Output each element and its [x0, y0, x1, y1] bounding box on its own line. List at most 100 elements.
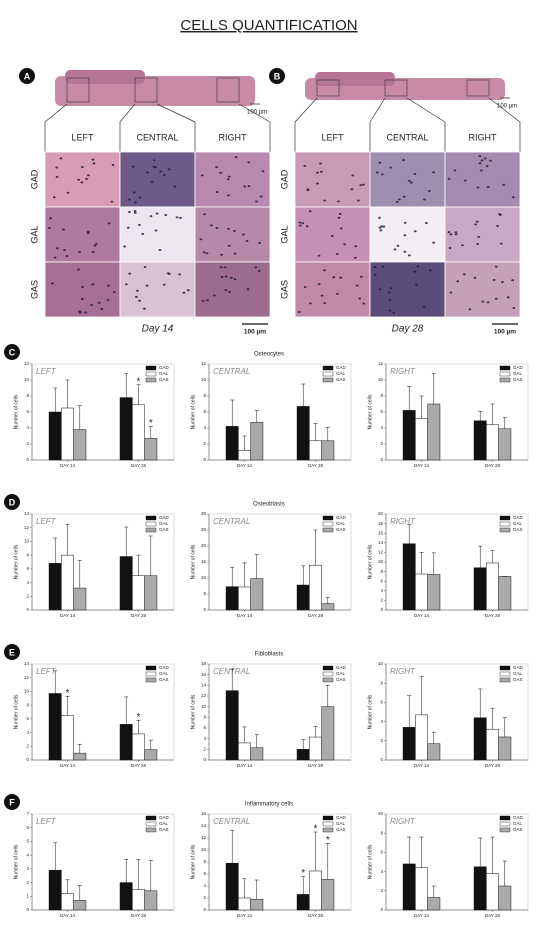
fan-line: [238, 103, 271, 123]
fan-line: [369, 97, 386, 123]
legend-swatch: [499, 827, 511, 833]
cell-nucleus: [175, 216, 179, 219]
cell-nucleus: [124, 283, 128, 286]
y-tick-label: 6: [26, 409, 29, 414]
error-bar: [431, 731, 436, 744]
cell-nucleus: [379, 229, 383, 232]
bar: [48, 563, 62, 611]
cell-nucleus: [182, 291, 186, 294]
cell-nucleus: [52, 196, 56, 199]
panel-title: CENTRAL: [213, 367, 250, 376]
legend-swatch: [145, 365, 157, 371]
bar: [132, 404, 145, 461]
error-bar: [148, 860, 153, 891]
cell-nucleus: [339, 227, 343, 230]
fan-line: [119, 103, 136, 123]
cell-nucleus: [81, 285, 85, 288]
significance-marker: *: [66, 688, 70, 699]
cell-nucleus: [354, 245, 358, 248]
legend-swatch: [499, 515, 511, 521]
bar: [73, 752, 87, 761]
legend-label: GAL: [159, 371, 169, 376]
cell-nucleus: [498, 213, 502, 216]
cell-nucleus: [479, 169, 483, 172]
legend-label: GAS: [336, 677, 346, 682]
x-tick-label: DAY 28: [485, 763, 501, 768]
y-tick-label: 10: [378, 377, 384, 382]
y-tick-label: 2: [380, 738, 383, 743]
legend-swatch: [499, 371, 511, 377]
bar: [415, 573, 428, 611]
cell-nucleus: [152, 159, 156, 162]
x-tick-label: DAY 28: [308, 463, 324, 468]
bar: [473, 866, 487, 911]
panel-caption: Day 28: [392, 324, 424, 335]
micrograph-tile: [119, 151, 196, 208]
cell-nucleus: [77, 178, 81, 181]
cell-nucleus: [511, 196, 515, 199]
error-bar: [230, 829, 235, 864]
strip-roi: [466, 79, 490, 97]
cell-nucleus: [62, 249, 66, 252]
legend-label: GAS: [336, 377, 346, 382]
bone-strip-top: [315, 72, 395, 86]
cell-nucleus: [407, 179, 411, 182]
legend-label: GAL: [513, 671, 523, 676]
cell-nucleus: [511, 279, 515, 282]
panel-title: LEFT: [36, 817, 57, 826]
cell-nucleus: [407, 254, 411, 257]
cell-nucleus: [432, 171, 435, 174]
cell-nucleus: [357, 199, 360, 202]
cell-nucleus: [355, 284, 359, 287]
legend-label: GAL: [336, 521, 346, 526]
bar: [473, 567, 487, 611]
legend-swatch: [145, 815, 157, 821]
y-tick-label: 8: [203, 393, 206, 398]
significance-marker: *: [326, 835, 330, 846]
y-tick-label: 14: [201, 683, 207, 688]
error-bar: [77, 743, 82, 754]
panel-title: LEFT: [36, 367, 57, 376]
legend-label: GAS: [336, 827, 346, 832]
bar: [132, 733, 145, 761]
y-tick-label: 6: [26, 825, 29, 830]
y-tick-label: 4: [380, 588, 383, 593]
error-bar: [431, 373, 436, 404]
cell-nucleus: [297, 310, 301, 313]
column-label: RIGHT: [469, 132, 498, 142]
strip-scale-label: 100 µm: [247, 110, 267, 116]
error-bar: [407, 524, 412, 544]
cell-nucleus: [91, 283, 95, 286]
y-tick-label: 2: [380, 888, 383, 893]
row-title: Osteoblasts: [253, 502, 285, 508]
legend-swatch: [499, 677, 511, 683]
error-bar: [490, 550, 495, 563]
cell-nucleus: [475, 220, 479, 223]
bar: [48, 411, 62, 461]
legend-swatch: [322, 521, 334, 527]
y-tick-label: 8: [26, 552, 29, 557]
bar: [296, 749, 310, 761]
cell-nucleus: [494, 297, 498, 300]
legend-label: GAS: [513, 377, 523, 382]
bar: [238, 742, 251, 761]
cell-nucleus: [220, 253, 224, 256]
cell-nucleus: [486, 301, 490, 304]
bar: [73, 429, 87, 461]
bar: [238, 450, 251, 461]
cell-nucleus: [308, 210, 312, 213]
panel-letter: E: [9, 647, 15, 657]
legend-swatch: [322, 677, 334, 683]
y-tick-label: 14: [24, 511, 30, 516]
cell-nucleus: [232, 229, 236, 232]
bar: [250, 422, 264, 461]
fan-line: [488, 97, 521, 123]
y-tick-label: 4: [203, 425, 206, 430]
legend-swatch: [145, 671, 157, 677]
cell-nucleus: [478, 155, 482, 158]
bar: [321, 879, 335, 911]
y-tick-label: 14: [24, 661, 30, 666]
cell-nucleus: [128, 272, 132, 275]
cell-nucleus: [486, 186, 490, 189]
cell-nucleus: [343, 243, 347, 246]
